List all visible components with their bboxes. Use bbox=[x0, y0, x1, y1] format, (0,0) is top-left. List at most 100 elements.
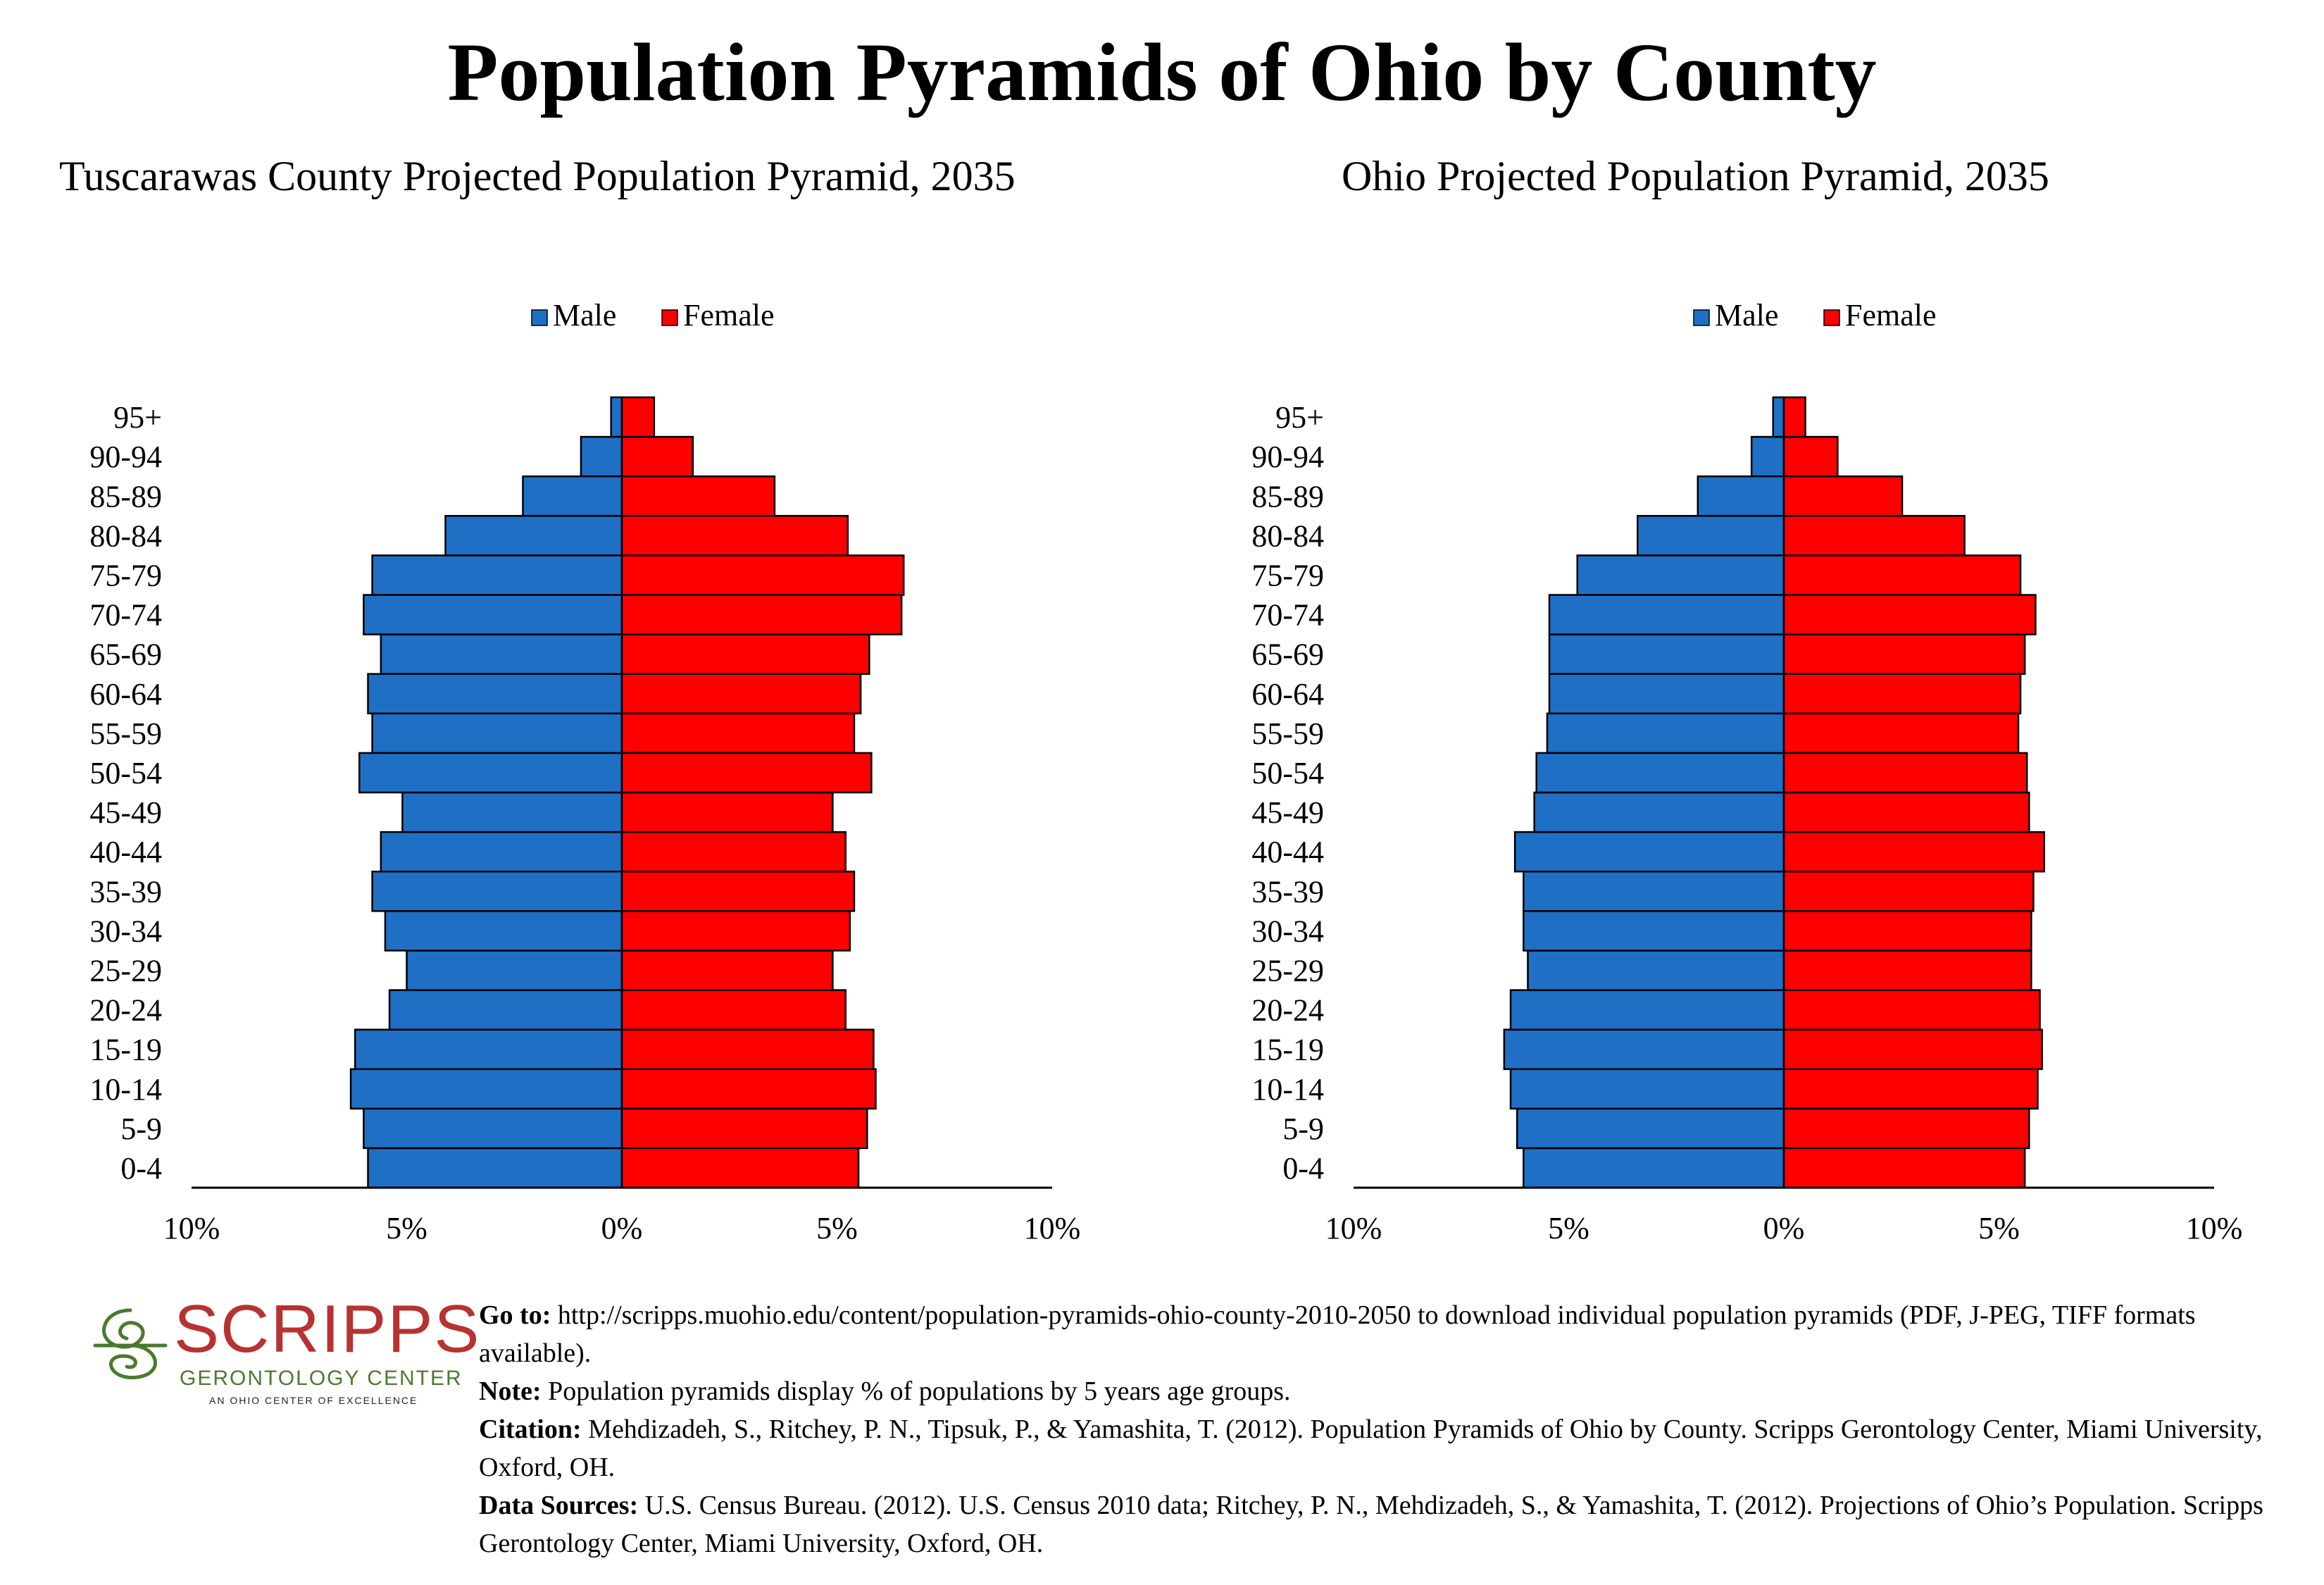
bar-male bbox=[610, 396, 623, 438]
age-group-label: 80-84 bbox=[1251, 518, 1324, 553]
bar-female bbox=[620, 633, 870, 675]
bar-female bbox=[1782, 712, 2020, 754]
bar-male bbox=[1535, 752, 1785, 794]
age-group-label: 50-54 bbox=[1251, 756, 1324, 790]
bar-male bbox=[349, 1068, 623, 1110]
page-title: Population Pyramids of Ohio by County bbox=[447, 26, 1877, 118]
bar-male bbox=[367, 673, 623, 715]
age-group-label: 90-94 bbox=[89, 440, 162, 474]
bar-male bbox=[444, 515, 623, 557]
age-group-label: 45-49 bbox=[1251, 795, 1324, 830]
legend-swatch-male bbox=[531, 309, 548, 326]
bar-male bbox=[380, 831, 623, 873]
age-group-label: 95+ bbox=[113, 400, 162, 435]
citation-text: Mehdizadeh, S., Ritchey, P. N., Tipsuk, … bbox=[479, 1415, 2263, 1482]
age-group-label: 65-69 bbox=[89, 638, 162, 672]
bar-female bbox=[1782, 633, 2026, 675]
bar-female bbox=[620, 435, 694, 478]
bar-male bbox=[371, 554, 623, 596]
bar-male bbox=[1548, 673, 1785, 715]
note-line: Note: Population pyramids display % of p… bbox=[479, 1372, 2310, 1410]
citation-label: Citation: bbox=[479, 1415, 582, 1444]
bar-female bbox=[1782, 1107, 2030, 1150]
bar-female bbox=[620, 515, 849, 557]
age-group-label: 15-19 bbox=[1251, 1033, 1324, 1067]
bar-female bbox=[1782, 554, 2022, 596]
bar-male bbox=[1509, 1068, 1785, 1110]
age-group-label: 10-14 bbox=[1251, 1072, 1324, 1107]
age-group-label: 60-64 bbox=[89, 677, 162, 711]
bar-male bbox=[1548, 594, 1785, 635]
age-group-label: 0-4 bbox=[120, 1151, 162, 1186]
bar-male bbox=[1513, 831, 1785, 873]
age-group-label: 75-79 bbox=[1251, 558, 1324, 592]
age-group-label: 35-39 bbox=[1251, 874, 1324, 909]
goto-text: http://scripps.muohio.edu/content/popula… bbox=[479, 1300, 2196, 1368]
goto-label: Go to: bbox=[479, 1300, 551, 1330]
age-group-label: 70-74 bbox=[89, 598, 162, 633]
x-tick-label: 0% bbox=[601, 1211, 643, 1245]
bar-female bbox=[1782, 396, 1806, 438]
bar-male bbox=[522, 475, 623, 517]
footer: SCRIPPS GERONTOLOGY CENTER AN OHIO CENTE… bbox=[0, 1268, 2324, 1585]
bar-male bbox=[371, 712, 623, 754]
bar-male bbox=[1503, 1028, 1785, 1070]
bar-female bbox=[1782, 435, 1839, 478]
bar-female bbox=[1782, 950, 2032, 991]
note-text: Population pyramids display % of populat… bbox=[541, 1376, 1291, 1406]
x-tick-label: 10% bbox=[1024, 1211, 1081, 1245]
age-group-label: 60-64 bbox=[1251, 677, 1324, 711]
legend-swatch-female bbox=[661, 309, 678, 326]
bar-female bbox=[1782, 1147, 2026, 1189]
goto-line: Go to: http://scripps.muohio.edu/content… bbox=[479, 1296, 2310, 1372]
bar-male bbox=[406, 950, 623, 991]
pyramid-chart-ohio: Ohio Projected Population Pyramid, 2035 … bbox=[1162, 141, 2324, 1268]
scripps-logo: SCRIPPS GERONTOLOGY CENTER AN OHIO CENTE… bbox=[88, 1291, 479, 1409]
bar-male bbox=[384, 910, 623, 952]
age-group-label: 20-24 bbox=[89, 993, 162, 1028]
sources-text: U.S. Census Bureau. (2012). U.S. Census … bbox=[479, 1491, 2263, 1558]
x-tick-label: 5% bbox=[1978, 1211, 2020, 1245]
bar-male bbox=[1523, 1147, 1785, 1189]
age-group-label: 35-39 bbox=[89, 874, 162, 909]
x-tick-label: 10% bbox=[163, 1211, 220, 1245]
legend: Male Female bbox=[531, 298, 775, 332]
x-tick-label: 5% bbox=[1548, 1211, 1589, 1245]
bar-male bbox=[1697, 475, 1785, 517]
bar-male bbox=[1523, 870, 1785, 912]
age-group-label: 30-34 bbox=[89, 914, 162, 948]
pyramid-chart-tuscarawas: Tuscarawas County Projected Population P… bbox=[0, 141, 1162, 1268]
legend-label-male: Male bbox=[1715, 298, 1778, 332]
pyramid-svg: Male Female 0-4 5-9 10-14 15-19 20-24 25-29 30-3… bbox=[1251, 298, 2242, 1245]
bar-male bbox=[1527, 950, 1785, 991]
age-group-label: 55-59 bbox=[1251, 716, 1324, 751]
age-group-label: 10-14 bbox=[89, 1072, 162, 1107]
age-group-label: 40-44 bbox=[1251, 835, 1324, 869]
x-tick-label: 10% bbox=[1325, 1211, 1382, 1245]
logo-wordmark: SCRIPPS bbox=[174, 1291, 481, 1367]
bar-male bbox=[388, 989, 623, 1031]
legend-swatch-male bbox=[1693, 309, 1710, 326]
bar-male bbox=[401, 791, 623, 833]
pyramid-svg: Male Female 0-4 5-9 10-14 15-19 20-24 25-29 30-3… bbox=[89, 298, 1081, 1245]
bar-female bbox=[620, 1068, 877, 1110]
age-group-label: 90-94 bbox=[1251, 440, 1324, 474]
bar-female bbox=[620, 1147, 860, 1189]
bar-male bbox=[1750, 435, 1785, 478]
legend-label-female: Female bbox=[1845, 298, 1937, 332]
bar-female bbox=[620, 910, 851, 952]
legend-label-female: Female bbox=[683, 298, 775, 332]
bar-male bbox=[358, 752, 623, 794]
bar-female bbox=[620, 673, 862, 715]
bar-male bbox=[1509, 989, 1785, 1031]
bar-female bbox=[620, 712, 856, 754]
age-group-label: 0-4 bbox=[1282, 1151, 1324, 1186]
age-group-label: 5-9 bbox=[120, 1112, 162, 1146]
legend: Male Female bbox=[1693, 298, 1937, 332]
age-group-label: 55-59 bbox=[89, 716, 162, 751]
age-group-label: 80-84 bbox=[89, 518, 162, 553]
bar-female bbox=[620, 791, 834, 833]
age-group-label: 95+ bbox=[1275, 400, 1324, 435]
bar-female bbox=[1782, 831, 2045, 873]
bar-female bbox=[620, 870, 856, 912]
